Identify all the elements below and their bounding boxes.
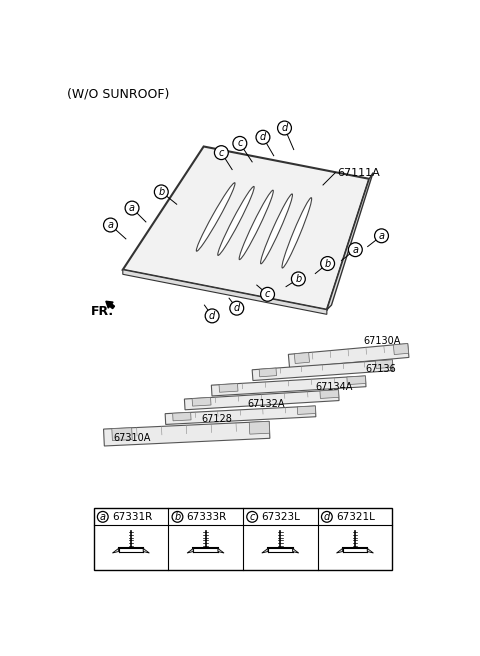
Text: FR.: FR. [90, 305, 114, 318]
Polygon shape [293, 548, 299, 553]
Text: b: b [158, 187, 165, 197]
Text: c: c [237, 138, 242, 148]
Text: 67132A: 67132A [248, 399, 285, 409]
Polygon shape [262, 548, 268, 553]
Text: 67310A: 67310A [114, 432, 151, 443]
Text: a: a [100, 512, 106, 522]
Polygon shape [294, 352, 310, 363]
Bar [94, 508, 392, 570]
Polygon shape [112, 548, 119, 553]
Polygon shape [320, 390, 339, 398]
Polygon shape [123, 146, 369, 310]
Text: d: d [281, 123, 288, 133]
Polygon shape [192, 398, 211, 406]
Ellipse shape [282, 197, 312, 268]
Circle shape [261, 287, 275, 301]
Polygon shape [112, 428, 132, 441]
Ellipse shape [196, 183, 235, 251]
Polygon shape [259, 368, 276, 377]
Text: a: a [108, 220, 113, 230]
Circle shape [277, 121, 291, 135]
Text: d: d [234, 303, 240, 313]
Polygon shape [143, 548, 149, 553]
Text: 67321L: 67321L [336, 512, 375, 522]
Text: c: c [219, 148, 224, 157]
Circle shape [256, 131, 270, 144]
Circle shape [215, 146, 228, 159]
Circle shape [322, 512, 332, 522]
Circle shape [125, 201, 139, 215]
Text: 67130A: 67130A [363, 337, 400, 346]
Text: d: d [209, 311, 215, 321]
Polygon shape [219, 384, 238, 392]
Polygon shape [184, 390, 339, 410]
Polygon shape [375, 359, 393, 369]
Polygon shape [104, 421, 270, 446]
Text: (W/O SUNROOF): (W/O SUNROOF) [67, 88, 170, 101]
Polygon shape [336, 548, 343, 553]
Text: 67111A: 67111A [337, 168, 380, 178]
Circle shape [104, 218, 118, 232]
Text: 67136: 67136 [365, 364, 396, 374]
Text: 67134A: 67134A [315, 382, 353, 392]
Text: b: b [295, 274, 301, 284]
Text: c: c [265, 289, 270, 299]
Text: 67331R: 67331R [112, 512, 152, 522]
Polygon shape [187, 548, 193, 553]
Polygon shape [347, 376, 366, 384]
Circle shape [348, 243, 362, 256]
Polygon shape [394, 344, 408, 354]
Text: a: a [352, 245, 359, 255]
Text: b: b [174, 512, 180, 522]
Text: d: d [260, 133, 266, 142]
Circle shape [155, 185, 168, 199]
Text: 67323L: 67323L [262, 512, 300, 522]
Polygon shape [218, 548, 224, 553]
Circle shape [205, 309, 219, 323]
FancyArrow shape [106, 301, 115, 308]
Circle shape [233, 136, 247, 150]
Text: d: d [324, 512, 330, 522]
Polygon shape [249, 421, 270, 434]
Polygon shape [211, 376, 366, 396]
Text: c: c [250, 512, 255, 522]
Text: 67128: 67128 [201, 414, 232, 424]
Circle shape [172, 512, 183, 522]
Circle shape [291, 272, 305, 286]
Polygon shape [297, 406, 316, 415]
Circle shape [247, 512, 258, 522]
Polygon shape [367, 548, 373, 553]
Polygon shape [165, 406, 316, 424]
Circle shape [97, 512, 108, 522]
Circle shape [321, 256, 335, 270]
Text: b: b [324, 258, 331, 268]
Ellipse shape [218, 186, 254, 255]
Polygon shape [252, 359, 393, 380]
Polygon shape [288, 344, 409, 368]
Ellipse shape [239, 190, 273, 260]
Polygon shape [327, 173, 373, 310]
Text: 67333R: 67333R [187, 512, 227, 522]
Text: a: a [379, 231, 384, 241]
Ellipse shape [261, 194, 292, 264]
Polygon shape [173, 413, 191, 420]
Circle shape [230, 301, 244, 315]
Circle shape [374, 229, 388, 243]
Text: a: a [129, 203, 135, 213]
Polygon shape [123, 270, 327, 314]
